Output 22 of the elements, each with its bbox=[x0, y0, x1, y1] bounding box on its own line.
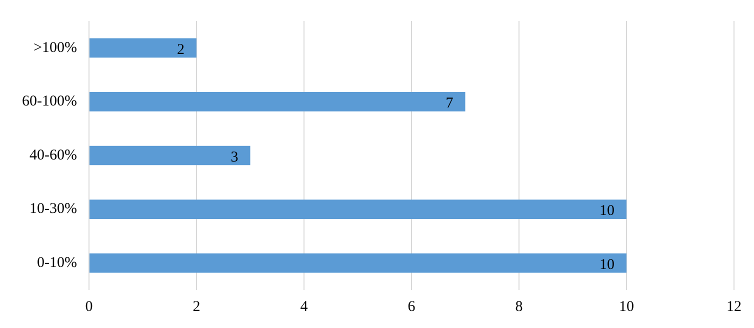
bar bbox=[89, 92, 466, 112]
x-tick-label: 10 bbox=[619, 298, 634, 315]
y-tick-label: >100% bbox=[34, 40, 77, 56]
y-tick-label: 60-100% bbox=[22, 94, 77, 110]
data-label: 3 bbox=[230, 149, 238, 166]
y-tick-label: 10-30% bbox=[29, 201, 77, 218]
bar bbox=[89, 200, 626, 219]
x-tick-label: 2 bbox=[192, 298, 200, 315]
bar bbox=[89, 38, 196, 58]
data-label: 2 bbox=[176, 42, 184, 58]
x-tick-label: 8 bbox=[515, 298, 523, 315]
y-tick-label: 0-10% bbox=[36, 255, 77, 272]
bar bbox=[89, 146, 250, 166]
x-tick-label: 0 bbox=[85, 298, 93, 315]
data-label: 7 bbox=[446, 96, 454, 112]
data-label: 10 bbox=[600, 257, 614, 274]
x-tick-label: 6 bbox=[408, 298, 416, 315]
x-tick-label: 12 bbox=[726, 298, 742, 315]
bar bbox=[89, 253, 626, 273]
x-tick-label: 4 bbox=[300, 298, 308, 315]
y-tick-label: 40-60% bbox=[29, 147, 77, 164]
data-label: 10 bbox=[600, 203, 614, 220]
